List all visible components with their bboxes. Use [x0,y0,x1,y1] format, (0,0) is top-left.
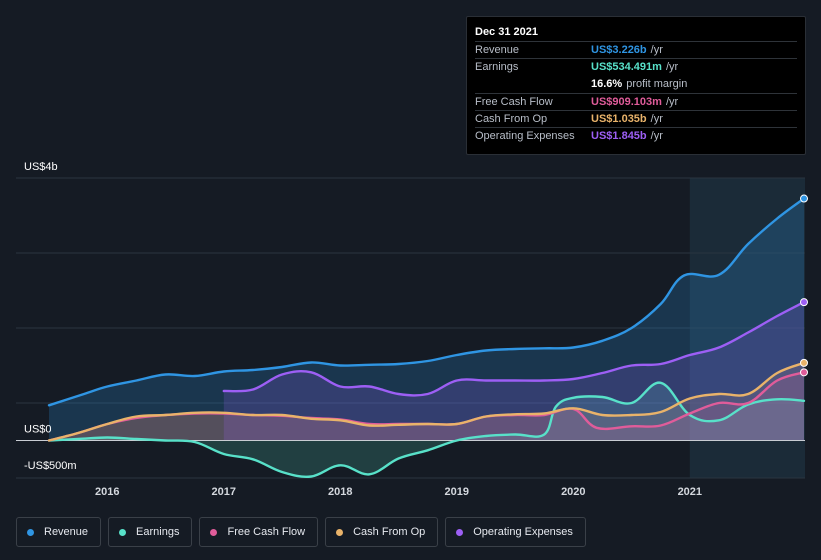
operating-expenses-end-point [800,298,808,307]
operating-expenses-area [223,302,805,441]
revenue-line [47,197,806,407]
tooltip-row-free-cash-flow: Free Cash Flow US$909.103m /yr [475,92,797,110]
operating-expenses-dot-icon [456,528,464,536]
x-tick-label: 2016 [95,486,119,498]
tooltip-label [475,76,591,93]
legend-label: Cash From Op [353,526,426,538]
tooltip-unit: /yr [665,95,679,108]
x-tick-label: 2017 [212,486,236,498]
tooltip-unit: /yr [650,130,663,143]
earnings-dot-icon [119,528,127,536]
tooltip-date: Dec 31 2021 [475,26,538,38]
x-tick-label: 2020 [561,486,585,498]
chart-legend: Revenue Earnings Free Cash Flow Cash Fro… [16,517,586,547]
data-tooltip: Dec 31 2021 Revenue US$3.226b /yr Earnin… [466,16,806,155]
tooltip-row-revenue: Revenue US$3.226b /yr [475,41,797,58]
legend-item-earnings[interactable]: Earnings [108,517,193,547]
tooltip-value: US$1.035b [591,113,647,126]
tooltip-value: US$909.103m [591,95,662,108]
legend-item-free-cash-flow[interactable]: Free Cash Flow [199,517,319,547]
free-cash-flow-dot-icon [210,528,218,536]
legend-label: Free Cash Flow [227,526,306,538]
tooltip-row-cash-from-op: Cash From Op US$1.035b /yr [475,110,797,127]
tooltip-label: Earnings [475,61,519,74]
tooltip-label: Cash From Op [475,113,548,126]
tooltip-unit: /yr [650,113,663,126]
tooltip-value: US$1.845b [591,130,647,143]
x-tick-label: 2018 [328,486,352,498]
tooltip-row-earnings: Earnings US$534.491m /yr [475,58,797,75]
cash-from-op-line [47,361,806,442]
y-axis-label-top: US$4b [24,161,58,173]
revenue-end-point [800,194,808,203]
free-cash-flow-area [49,372,804,441]
tooltip-value: 16.6% [591,77,623,90]
earnings-area [49,382,804,477]
chart-plot: US$4b US$0 -US$500m 2016 2017 2018 2019 2020 202… [16,161,808,498]
tooltip-unit: profit margin [626,77,688,90]
earnings-line [47,381,806,478]
tooltip-label: Operating Expenses [475,130,575,143]
tooltip-unit: /yr [650,44,663,56]
cash-from-op-end-point [800,358,808,367]
revenue-dot-icon [27,528,34,536]
revenue-area [49,198,804,441]
cash-from-op-dot-icon [336,528,344,536]
x-tick-label: 2021 [678,486,702,498]
x-tick-label: 2019 [445,486,469,498]
legend-item-cash-from-op[interactable]: Cash From Op [325,517,439,547]
tooltip-row-margin: 16.6% profit margin [475,76,797,93]
tooltip-value: US$3.226b [591,44,647,56]
legend-label: Earnings [136,526,180,538]
tooltip-unit: /yr [665,61,679,74]
tooltip-label: Free Cash Flow [475,95,553,108]
free-cash-flow-end-point [800,368,808,377]
tooltip-value: US$534.491m [591,61,662,74]
y-axis-label-bottom: -US$500m [24,460,77,472]
legend-item-operating-expenses[interactable]: Operating Expenses [445,517,586,547]
cash-from-op-area [49,362,804,441]
legend-label: Operating Expenses [473,526,573,538]
tooltip-row-operating-expenses: Operating Expenses US$1.845b /yr [475,127,797,144]
tooltip-label: Revenue [475,44,520,56]
y-axis-label-zero: US$0 [24,424,52,436]
legend-item-revenue[interactable]: Revenue [16,517,102,547]
operating-expenses-line [222,300,806,397]
legend-label: Revenue [44,526,89,538]
